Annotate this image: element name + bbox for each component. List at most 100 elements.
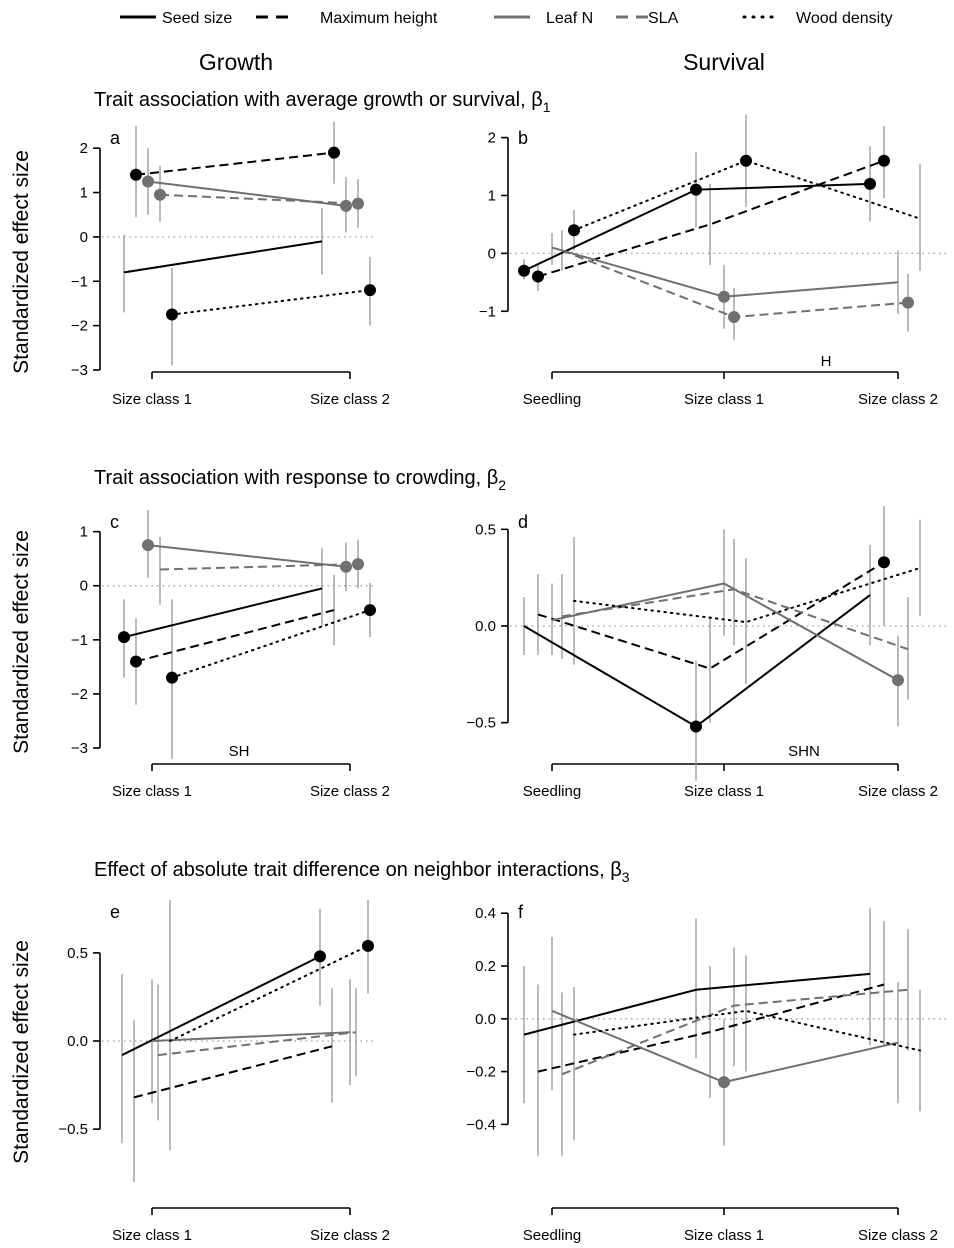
x-tick-label-d: Seedling <box>523 783 581 800</box>
series-line-b-sla <box>561 249 909 319</box>
data-point-b-wood <box>568 224 580 237</box>
data-point-e-seed <box>314 950 326 963</box>
panel-label-b: b <box>518 128 528 148</box>
column-title-survival: Survival <box>683 49 765 75</box>
series-line-c-sla <box>159 563 359 571</box>
x-tick-label-f: Seedling <box>523 1227 581 1244</box>
y-tick-label-d: 0.5 <box>475 521 496 538</box>
y-tick-label-a: 2 <box>80 140 88 157</box>
series-line-a-sla <box>159 193 359 205</box>
series-line-a-seed <box>123 240 323 274</box>
data-point-c-wood <box>364 604 376 617</box>
y-tick-label-c: −3 <box>71 740 88 757</box>
data-point-b-sla <box>902 296 914 309</box>
panel-label-e: e <box>110 902 120 922</box>
data-point-a-sla <box>154 188 166 201</box>
panel-c: c −3 −2 −1 0 1 Size class 1 Size class 2 SH <box>71 510 390 800</box>
data-point-a-leafn <box>340 199 352 212</box>
y-tick-label-b: 1 <box>488 187 496 204</box>
row-title-2: Trait association with response to crowd… <box>94 467 506 493</box>
y-tick-label-a: 1 <box>80 185 88 202</box>
series-line-a-height <box>135 151 335 176</box>
y-tick-label-f: −0.4 <box>466 1116 496 1133</box>
x-tick-label-e: Size class 2 <box>310 1227 390 1244</box>
data-point-a-wood <box>364 284 376 297</box>
legend-label-seed: Seed size <box>162 10 232 27</box>
x-tick-label-d: Size class 1 <box>684 783 764 800</box>
data-point-a-height <box>328 146 340 159</box>
data-point-b-seed <box>864 177 876 190</box>
y-tick-label-c: 0 <box>80 578 88 595</box>
panel-label-a: a <box>110 128 121 148</box>
data-point-d-height <box>878 556 890 569</box>
y-tick-label-c: −1 <box>71 632 88 649</box>
data-point-c-leafn <box>142 539 154 552</box>
series-line-f-height <box>537 983 885 1073</box>
series-line-e-sla <box>157 1031 357 1057</box>
legend-label-sla: SLA <box>648 10 679 27</box>
legend-label-height: Maximum height <box>320 10 438 27</box>
data-point-b-leafn <box>718 290 730 303</box>
y-tick-label-d: 0.0 <box>475 618 496 635</box>
legend-label-wood: Wood density <box>796 10 893 27</box>
y-tick-label-f: −0.2 <box>466 1064 496 1081</box>
panel-a: a −3 −2 −1 0 1 2 Size class 1 Size class 2 <box>71 121 390 408</box>
x-tick-label-c: Size class 1 <box>112 783 192 800</box>
y-tick-label-f: 0.2 <box>475 958 496 975</box>
data-point-e-wood <box>362 939 374 952</box>
annotation-b: H <box>821 353 832 370</box>
row-title-3: Effect of absolute trait difference on n… <box>94 859 630 885</box>
data-point-c-height <box>130 655 142 668</box>
y-tick-label-f: 0.0 <box>475 1011 496 1028</box>
data-point-d-leafn <box>892 674 904 687</box>
series-line-a-wood <box>171 289 371 316</box>
x-tick-label-c: Size class 2 <box>310 783 390 800</box>
annotation-d: SHN <box>788 743 820 760</box>
series-line-d-wood <box>573 567 921 624</box>
series-line-a-leafn <box>147 180 347 207</box>
y-tick-label-b: 0 <box>488 245 496 262</box>
y-tick-label-e: −0.5 <box>58 1121 88 1138</box>
panel-label-f: f <box>518 902 524 922</box>
column-title-growth: Growth <box>199 49 273 75</box>
data-point-c-leafn <box>340 560 352 573</box>
data-point-a-height <box>130 168 142 181</box>
x-tick-label-f: Size class 1 <box>684 1227 764 1244</box>
panel-d: d −0.5 0.0 0.5 Seedling Size class 1 Size clas… <box>466 506 950 800</box>
series-line-c-height <box>135 609 335 663</box>
series-line-c-wood <box>171 609 371 679</box>
series-line-c-seed <box>123 587 323 639</box>
y-tick-label-c: −2 <box>71 686 88 703</box>
y-tick-label-a: −1 <box>71 273 88 290</box>
y-axis-label-row-2: Standardized effect size <box>10 530 33 754</box>
panel-label-d: d <box>518 512 528 532</box>
panel-f: f −0.4 −0.2 0.0 0.2 0.4 Seedling Size class 1 Si… <box>466 902 950 1244</box>
data-point-c-seed <box>118 631 130 644</box>
series-line-f-seed <box>523 972 871 1036</box>
y-tick-label-f: 0.4 <box>475 905 496 922</box>
series-line-f-sla <box>561 988 909 1076</box>
y-tick-label-e: 0.0 <box>67 1033 88 1050</box>
annotation-c: SH <box>229 743 250 760</box>
x-tick-label-a: Size class 1 <box>112 391 192 408</box>
series-line-f-leafn <box>551 1009 899 1084</box>
y-axis-label-row-1: Standardized effect size <box>10 150 33 374</box>
data-point-f-leafn <box>718 1076 730 1089</box>
y-tick-label-e: 0.5 <box>67 945 88 962</box>
series-line-d-height <box>537 561 885 670</box>
series-line-b-leafn <box>551 246 899 298</box>
panel-b: b −1 0 1 2 Seedling Size class 1 Size class 2 H <box>479 114 950 408</box>
row-title-1: Trait association with average growth or… <box>94 89 551 115</box>
y-tick-label-b: 2 <box>488 130 496 147</box>
series-line-e-height <box>133 1045 333 1099</box>
y-tick-label-a: 0 <box>80 229 88 246</box>
panels: a −3 −2 −1 0 1 2 Size class 1 Size class 2 b −1 0 1 2… <box>58 114 950 1244</box>
series-line-f-wood <box>573 1009 921 1052</box>
data-point-c-wood <box>166 671 178 684</box>
x-tick-label-b: Size class 2 <box>858 391 938 408</box>
x-tick-label-a: Size class 2 <box>310 391 390 408</box>
data-point-a-leafn <box>142 175 154 188</box>
panel-label-c: c <box>110 512 119 532</box>
data-point-b-height <box>532 270 544 283</box>
